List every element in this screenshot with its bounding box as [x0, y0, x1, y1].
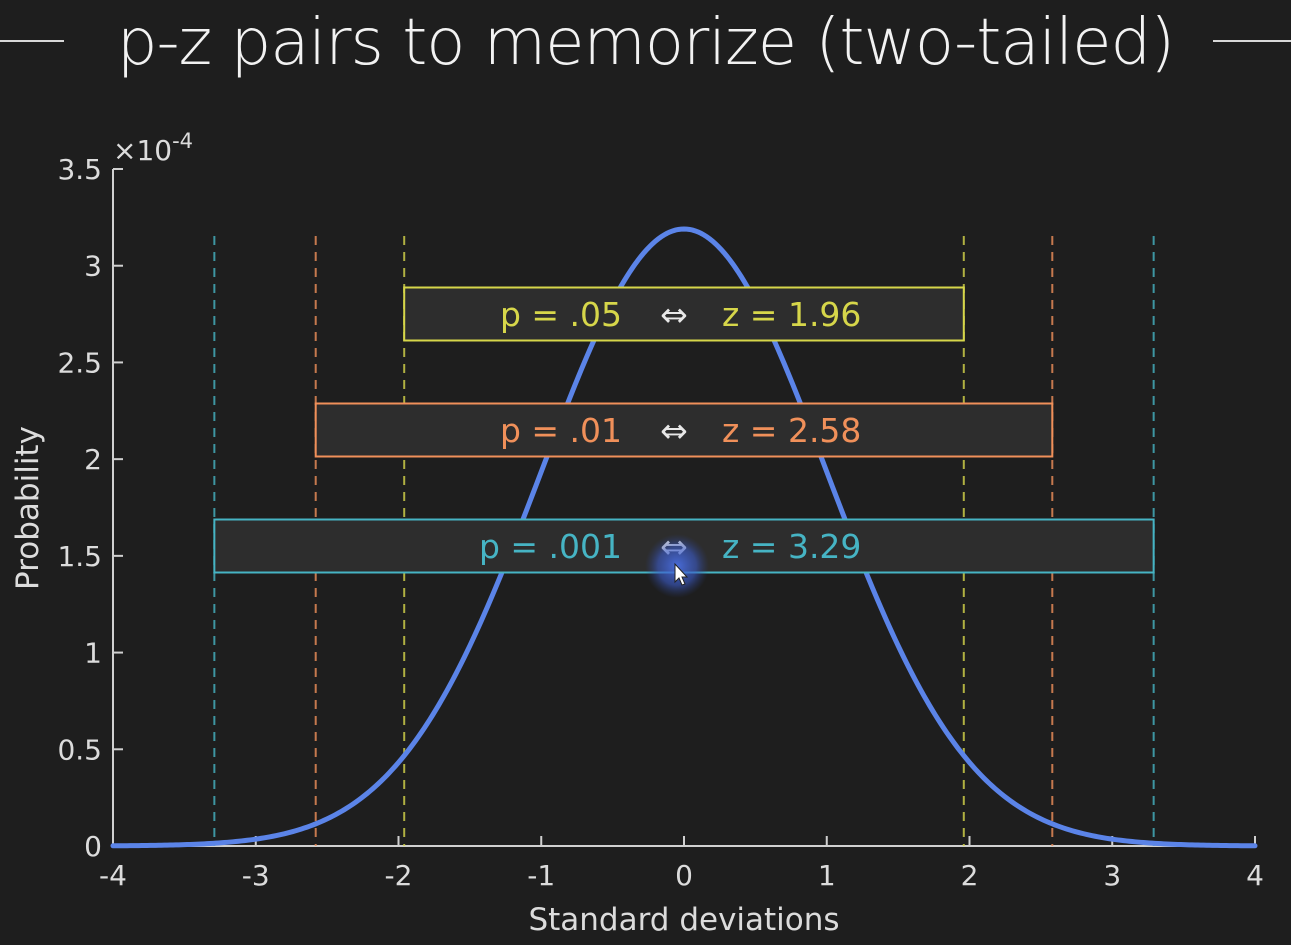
x-tick-label: 0 — [675, 859, 693, 892]
box-z-label: z = 3.29 — [722, 527, 861, 566]
y-tick-label: 0 — [84, 830, 102, 863]
box-p-label: p = .01 — [500, 411, 622, 450]
x-tick-label: 3 — [1103, 859, 1121, 892]
x-tick-label: 2 — [961, 859, 979, 892]
title-row: p-z pairs to memorize (two-tailed) — [0, 0, 1291, 92]
box-z-label: z = 2.58 — [722, 411, 861, 450]
y-tick-label: 3.5 — [57, 153, 102, 186]
curve-layer — [110, 226, 1258, 849]
y-exponent-label: ×10-4 — [113, 129, 193, 167]
mouse-cursor — [645, 534, 709, 598]
y-tick-label: 0.5 — [57, 733, 102, 766]
y-exponent-base: ×10 — [113, 134, 172, 167]
cursor-arrow-icon — [674, 562, 689, 586]
y-tick-label: 1.5 — [57, 540, 102, 573]
y-tick-label: 3 — [84, 250, 102, 283]
box-arrow-label: ⇔ — [660, 295, 688, 334]
y-tick-label: 1 — [84, 637, 102, 670]
box-p-label: p = .001 — [479, 527, 622, 566]
annotation-boxes: p = .05 ⇔ z = 1.96 p = .01 ⇔ z = 2.58 p = .001… — [213, 286, 1155, 574]
y-tick-label: 2.5 — [57, 346, 102, 379]
box-z-label: z = 1.96 — [722, 295, 861, 334]
axes: -4 -3 -2 -1 0 1 2 3 4 0 0.5 1 1.5 2 2.5 3 3.5 — [57, 153, 1263, 892]
y-axis-label: Probability — [10, 426, 46, 590]
slide-title: p-z pairs to memorize (two-tailed) — [116, 6, 1175, 80]
x-tick-label: -2 — [385, 859, 413, 892]
x-tick-label: 4 — [1246, 859, 1264, 892]
density-curve — [110, 226, 1258, 849]
annotation-box — [314, 402, 1054, 458]
x-axis-label: Standard deviations — [528, 902, 839, 938]
x-tick-label: -3 — [242, 859, 270, 892]
box-arrow-label: ⇔ — [660, 411, 688, 450]
annotation-box — [403, 286, 965, 342]
title-rule-left — [0, 40, 64, 42]
x-tick-label: -4 — [99, 859, 127, 892]
x-tick-label: 1 — [818, 859, 836, 892]
y-tick-label: 2 — [84, 443, 102, 476]
axis-labels: Standard deviations Probability ×10-4 — [10, 129, 840, 938]
y-exponent-power: -4 — [172, 129, 193, 153]
title-rule-right — [1213, 40, 1291, 42]
box-p-label: p = .05 — [500, 295, 622, 334]
x-tick-label: -1 — [527, 859, 555, 892]
